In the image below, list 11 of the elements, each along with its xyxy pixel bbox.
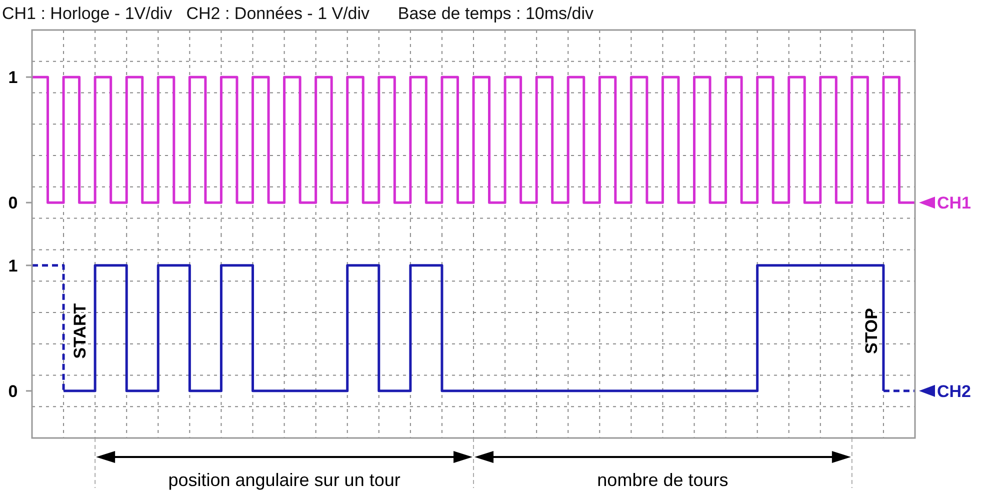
text: position angulaire sur un tour	[168, 470, 400, 490]
y-tick-label: 0	[8, 194, 18, 213]
chart-title: CH1 : Horloge - 1V/div CH2 : Données - 1 V/div Base de temps : 10ms/div	[2, 4, 594, 23]
annotation: STOP	[862, 308, 881, 354]
legend-label: CH2	[937, 382, 972, 402]
y-tick-label: 0	[8, 382, 18, 401]
y-tick-label: 1	[8, 256, 18, 276]
y-tick-label: 1	[8, 68, 18, 88]
text: nombre de tours	[597, 470, 728, 490]
legend-label: CH1	[937, 194, 972, 213]
annotation: START	[70, 302, 90, 359]
